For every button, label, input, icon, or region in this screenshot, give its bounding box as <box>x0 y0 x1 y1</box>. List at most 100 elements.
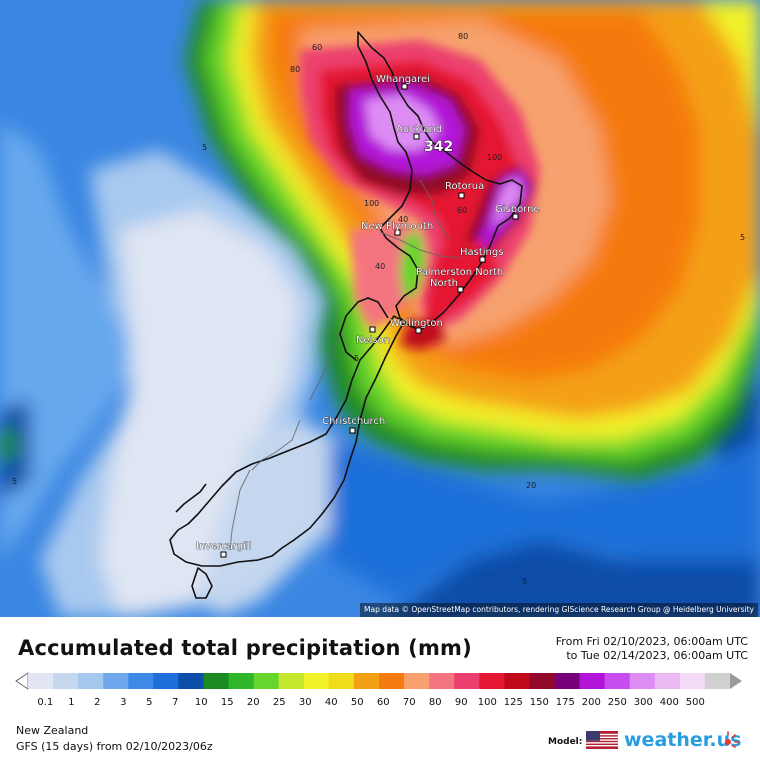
contour-label: 5 <box>354 354 359 363</box>
colorbar-segment <box>404 673 430 689</box>
colorbar-tick-label: 50 <box>350 697 364 708</box>
colorbar-segment <box>228 673 255 689</box>
contour-label: 60 <box>312 43 322 52</box>
contour-label: 5 <box>202 143 207 152</box>
contour-label: 5 <box>740 233 745 242</box>
colorbar-segment <box>454 673 480 689</box>
map-attribution: Map data © OpenStreetMap contributors, r… <box>360 603 758 617</box>
contour-label: 5 <box>12 477 17 486</box>
colorbar-tick-label: 20 <box>246 697 260 708</box>
colorbar-tick-label: 2 <box>94 697 101 708</box>
city-label: Gisborne <box>495 204 540 215</box>
brand-logo[interactable]: weather.us <box>624 729 742 751</box>
colorbar-segment <box>103 673 129 689</box>
colorbar-tick-label: 40 <box>324 697 338 708</box>
colorbar-segment <box>704 673 731 689</box>
contour-label: 100 <box>487 153 502 162</box>
colorbar-tick-label: 30 <box>298 697 312 708</box>
valid-period: From Fri 02/10/2023, 06:00am UTC to Tue … <box>556 635 748 663</box>
colorbar-tick-label: 150 <box>529 697 549 708</box>
city-nelson: Nelson <box>356 326 390 346</box>
colorbar-tick-label: 100 <box>477 697 497 708</box>
coastline <box>169 31 523 599</box>
city-label: Palmerston North <box>416 267 503 278</box>
contour-label: 5 <box>522 577 527 586</box>
colorbar-segment <box>479 673 505 689</box>
city-gisborne: Gisborne <box>495 204 540 220</box>
city-new-plymouth: New Plymouth <box>361 221 433 236</box>
model-label: Model: <box>548 737 583 747</box>
colorbar-tick-label: 70 <box>402 697 416 708</box>
colorbar-tick-label: 125 <box>503 697 523 708</box>
city-label: Hastings <box>460 247 503 258</box>
contour-label: 40 <box>375 262 385 271</box>
svg-text:North: North <box>430 278 458 289</box>
colorbar-tick-label: 3 <box>120 697 127 708</box>
colorbar-segment <box>679 673 706 689</box>
city-label: Nelson <box>356 335 390 346</box>
colorbar-ticks: 0.1 1 2 3 5 7 10 15 20 25 30 40 50 60 70 80 90 100 125 150 1… <box>0 697 760 711</box>
colorbar-segment <box>353 673 380 689</box>
contour-label: 80 <box>290 65 300 74</box>
colorbar-segment <box>654 673 681 689</box>
colorbar-segment <box>278 673 305 689</box>
city-label: Auckland <box>396 124 442 135</box>
colorbar-tick-label: 60 <box>376 697 390 708</box>
colorbar-tick-label: 300 <box>633 697 653 708</box>
city-label: Invercargill <box>196 541 252 552</box>
colorbar-segment <box>53 673 79 689</box>
city-wellington: Wellington <box>390 318 443 334</box>
city-label: Christchurch <box>322 416 385 427</box>
contour-labels: 60 80 80 5 100 60 100 40 40 5 5 20 5 5 <box>12 32 745 586</box>
colorbar-tick-label: 90 <box>454 697 468 708</box>
city-whangarei: Whangarei <box>376 74 430 90</box>
colorbar-tick-label: 0.1 <box>37 697 54 708</box>
contour-label: 60 <box>457 206 467 215</box>
city-palmerston-north: Palmerston North North <box>416 267 504 293</box>
colorbar-tick-label: 400 <box>659 697 679 708</box>
colorbar-tick-label: 250 <box>607 697 627 708</box>
city-label: Rotorua <box>445 181 484 192</box>
colorbar-tick-label: 175 <box>555 697 575 708</box>
colorbar-under-arrow <box>15 672 29 690</box>
model-run: GFS (15 days) from 02/10/2023/06z <box>16 740 213 753</box>
colorbar-segment <box>78 673 104 689</box>
colorbar-over-arrow <box>730 673 742 689</box>
colorbar-segment <box>379 673 405 689</box>
region-boundaries <box>229 179 463 551</box>
colorbar-segment <box>28 673 54 689</box>
region-name: New Zealand <box>16 724 89 737</box>
city-label: New Plymouth <box>361 221 433 232</box>
colorbar-segment <box>178 673 204 689</box>
period-from: From Fri 02/10/2023, 06:00am UTC <box>555 635 748 648</box>
contour-label: 100 <box>364 199 379 208</box>
colorbar-segment <box>128 673 154 689</box>
colorbar-tick-label: 25 <box>272 697 286 708</box>
city-hastings: Hastings <box>460 247 504 263</box>
city-label: Whangarei <box>376 74 430 85</box>
colorbar-segment <box>328 673 355 689</box>
precipitation-field <box>0 0 760 617</box>
city-markers: Whangarei Auckland Rotorua Gisborne New … <box>196 74 540 558</box>
contour-label: 20 <box>526 481 536 490</box>
period-to: to Tue 02/14/2023, 06:00am UTC <box>566 649 748 662</box>
colorbar-segment <box>579 673 606 689</box>
precipitation-map: 60 80 80 5 100 60 100 40 40 5 5 20 5 5 3… <box>0 0 760 617</box>
colorbar-tick-label: 200 <box>581 697 601 708</box>
sun-icon <box>725 731 739 748</box>
contour-label: 40 <box>398 215 408 224</box>
colorbar-segment <box>303 673 330 689</box>
colorbar-segment <box>604 673 631 689</box>
colorbar-segment <box>429 673 455 689</box>
colorbar-segment <box>153 673 179 689</box>
colorbar-segment <box>554 673 581 689</box>
map-title: Accumulated total precipitation (mm) <box>18 636 472 660</box>
colorbar-segment <box>529 673 555 689</box>
city-christchurch: Christchurch <box>322 416 386 434</box>
colorbar-segment <box>629 673 656 689</box>
max-value-label: 342 <box>424 139 453 155</box>
colorbar-tick-label: 10 <box>194 697 208 708</box>
colorbar-tick-label: 15 <box>220 697 234 708</box>
colorbar-segment <box>504 673 530 689</box>
city-label: Wellington <box>390 318 443 329</box>
